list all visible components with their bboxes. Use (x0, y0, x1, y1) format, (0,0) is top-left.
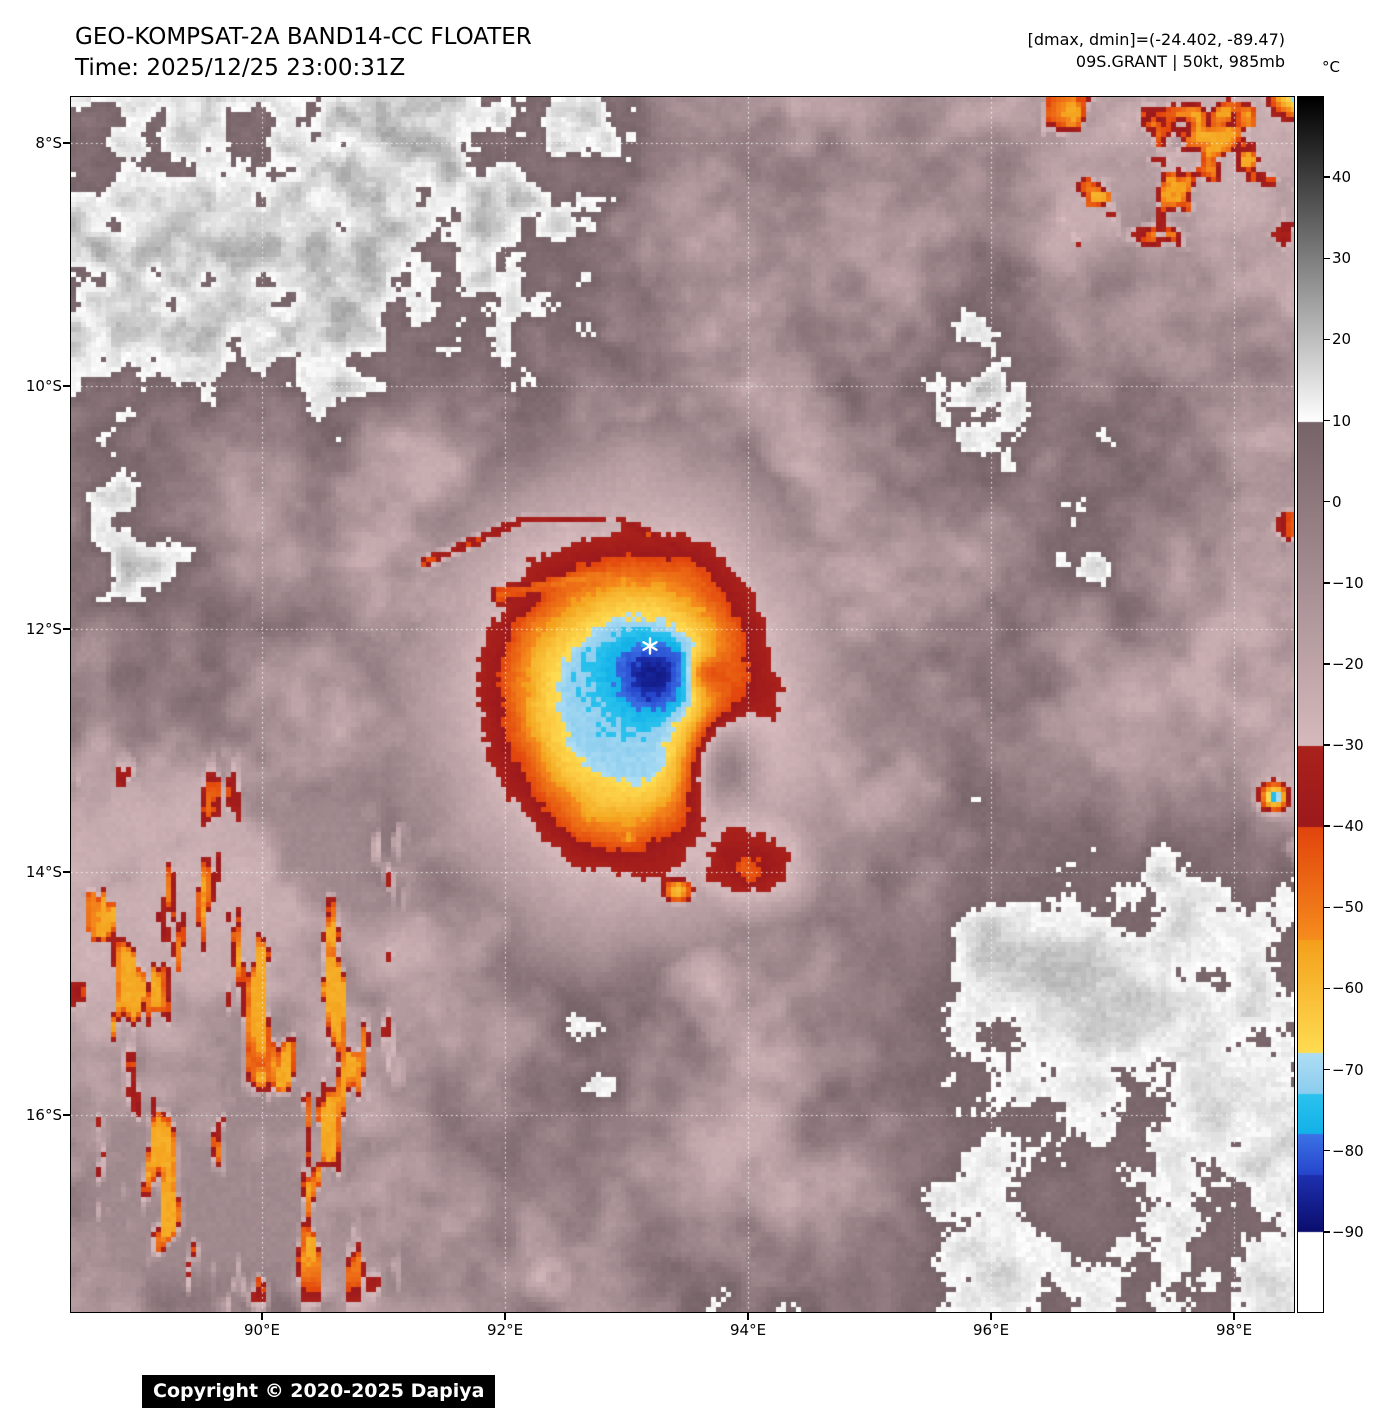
colorbar (1297, 96, 1324, 1313)
colorbar-tick-label: 20 (1332, 330, 1352, 349)
colorbar-tick-mark (1324, 744, 1330, 746)
lon-tick-label: 98°E (1216, 1321, 1253, 1339)
colorbar-tick-label: −60 (1332, 979, 1364, 998)
lat-tick-mark (63, 142, 70, 144)
colorbar-tick-mark (1324, 1068, 1330, 1071)
colorbar-tick-label: −40 (1332, 817, 1364, 836)
colorbar-tick-mark (1324, 419, 1330, 422)
colorbar-tick-mark (1324, 1149, 1330, 1152)
lon-tick-mark (990, 1313, 992, 1320)
lat-tick-label: 10°S (25, 377, 62, 396)
colorbar-tick-label: −50 (1332, 898, 1364, 917)
colorbar-tick-label: 30 (1332, 249, 1352, 268)
page-subtitle-time: Time: 2025/12/25 23:00:31Z (75, 55, 406, 81)
colorbar-tick-label: 40 (1332, 168, 1352, 187)
colorbar-tick-label: −70 (1332, 1060, 1364, 1079)
lon-tick-mark (504, 1313, 506, 1320)
lat-tick-label: 8°S (35, 134, 62, 153)
colorbar-tick-label: −10 (1332, 573, 1364, 592)
colorbar-tick-label: 10 (1332, 411, 1352, 430)
lon-tick-label: 90°E (243, 1321, 281, 1339)
colorbar-gradient-canvas (1298, 97, 1323, 1312)
colorbar-tick-mark (1324, 825, 1330, 827)
dmax-dmin-readout: [dmax, dmin]=(-24.402, -89.47) (1027, 30, 1285, 49)
lat-tick-mark (63, 871, 70, 873)
lon-tick-mark (1233, 1313, 1235, 1320)
colorbar-tick-mark (1324, 663, 1330, 665)
colorbar-tick-mark (1324, 582, 1330, 584)
colorbar-unit-label: °C (1322, 58, 1340, 76)
lon-tick-label: 94°E (730, 1321, 767, 1339)
colorbar-tick-mark (1324, 257, 1330, 260)
lat-tick-mark (63, 385, 70, 387)
copyright-badge: Copyright © 2020-2025 Dapiya (142, 1375, 496, 1408)
lon-tick-mark (747, 1313, 749, 1320)
page-title: GEO-KOMPSAT-2A BAND14-CC FLOATER (75, 24, 532, 50)
colorbar-tick-label: −20 (1332, 654, 1364, 673)
colorbar-tick-mark (1324, 500, 1330, 503)
satellite-floater-page: GEO-KOMPSAT-2A BAND14-CC FLOATER Time: 2… (25, 22, 1364, 1408)
lon-tick-mark (261, 1313, 263, 1320)
colorbar-tick-mark (1324, 987, 1330, 990)
colorbar-tick-mark (1324, 176, 1330, 178)
colorbar-tick-label: 0 (1332, 492, 1342, 511)
lat-tick-label: 12°S (25, 620, 62, 639)
lat-tick-label: 14°S (25, 863, 62, 882)
storm-id-readout: 09S.GRANT | 50kt, 985mb (1075, 52, 1285, 71)
lon-tick-label: 92°E (486, 1321, 524, 1339)
lon-tick-label: 96°E (973, 1321, 1010, 1339)
lat-tick-label: 16°S (25, 1106, 62, 1125)
colorbar-tick-mark (1324, 1231, 1330, 1233)
colorbar-tick-label: −30 (1332, 736, 1364, 755)
colorbar-tick-label: −90 (1332, 1222, 1364, 1241)
colorbar-tick-mark (1324, 338, 1330, 341)
colorbar-tick-label: −80 (1332, 1141, 1364, 1160)
lat-tick-mark (63, 628, 70, 630)
satellite-image-canvas (71, 97, 1294, 1312)
colorbar-tick-mark (1324, 906, 1330, 909)
satellite-map-figure: Copyright © 2020-2025 Dapiya (70, 96, 1295, 1408)
lat-tick-mark (63, 1114, 70, 1116)
stats-block: [dmax, dmin]=(-24.402, -89.47) 09S.GRANT… (1028, 29, 1285, 73)
title-block: GEO-KOMPSAT-2A BAND14-CC FLOATER Time: 2… (75, 22, 532, 84)
